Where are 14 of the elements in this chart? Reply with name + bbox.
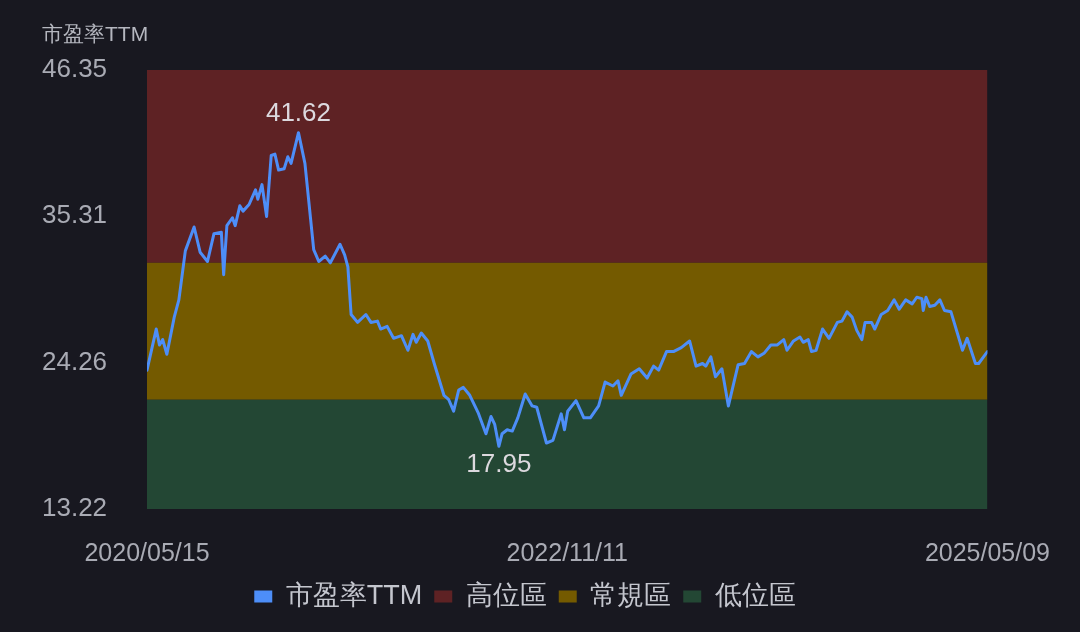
y-axis-title: 市盈率TTM: [42, 21, 149, 45]
legend-label: 高位區: [465, 579, 547, 610]
legend-label: 低位區: [714, 579, 796, 610]
y-tick-label: 24.26: [42, 345, 108, 376]
y-tick-label: 46.35: [42, 53, 108, 84]
legend-label: 常規區: [590, 579, 672, 610]
y-tick-label: 35.31: [42, 199, 108, 230]
x-tick-label: 2025/05/09: [924, 537, 1050, 566]
x-tick-label: 2020/05/15: [84, 537, 210, 566]
y-tick-label: 13.22: [42, 492, 108, 523]
annotation: 41.62: [265, 96, 331, 127]
legend-label: 市盈率TTM: [285, 579, 423, 610]
annotation: 17.95: [466, 448, 532, 479]
x-tick-label: 2022/11/11: [506, 537, 628, 566]
